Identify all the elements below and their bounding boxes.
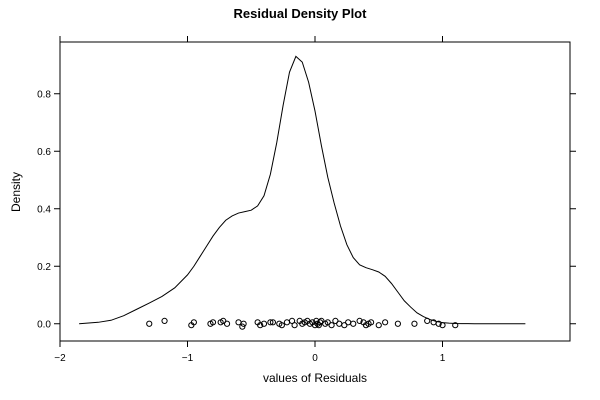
residual-point <box>220 317 227 324</box>
residual-point <box>375 322 382 329</box>
y-axis-label: Density <box>9 172 23 212</box>
residual-point <box>161 317 168 324</box>
tick-labels: −2 −1 0 1 0.0 0.2 0.4 0.6 0.8 <box>37 89 446 364</box>
residual-point <box>345 319 352 326</box>
x-tick-label: 0 <box>312 353 318 364</box>
residual-point <box>424 317 431 324</box>
residual-point <box>336 320 343 327</box>
residual-point <box>439 322 446 329</box>
residual-point <box>269 319 277 326</box>
x-tick-label: 1 <box>440 353 446 364</box>
y-tick-label: 0.6 <box>37 147 51 158</box>
residual-point <box>223 320 231 327</box>
residual-point <box>411 320 418 327</box>
density-curve <box>79 55 526 325</box>
residual-point <box>283 319 291 326</box>
x-axis-label: values of Residuals <box>263 371 367 385</box>
residual-point <box>291 322 298 329</box>
y-tick-label: 0.2 <box>37 262 51 273</box>
residual-point <box>146 320 153 327</box>
residual-point <box>368 319 375 326</box>
residual-points <box>146 317 459 330</box>
residual-point <box>332 317 339 324</box>
axis-ticks <box>54 36 576 347</box>
residual-point <box>318 317 325 324</box>
plot-frame <box>59 41 571 342</box>
y-tick-label: 0.8 <box>37 89 51 100</box>
residual-point <box>324 319 331 326</box>
residual-point <box>267 319 274 326</box>
x-tick-label: −1 <box>182 353 194 364</box>
residual-point <box>341 322 348 329</box>
residual-point <box>257 322 264 329</box>
y-tick-label: 0.0 <box>37 319 51 330</box>
residual-point <box>382 319 389 326</box>
residual-point <box>350 320 357 327</box>
residual-point <box>435 320 442 327</box>
residual-point <box>235 319 242 326</box>
residual-point <box>394 320 401 327</box>
residual-point <box>328 322 335 329</box>
y-tick-label: 0.4 <box>37 204 51 215</box>
residual-point <box>452 322 459 329</box>
residual-point <box>209 319 217 326</box>
residual-point <box>239 323 246 330</box>
residual-point <box>278 322 285 329</box>
residual-point <box>356 317 363 324</box>
residual-point <box>240 320 247 327</box>
x-tick-label: −2 <box>54 353 66 364</box>
residual-point <box>190 319 197 326</box>
residual-point <box>260 320 268 327</box>
chart-title: Residual Density Plot <box>234 6 368 21</box>
